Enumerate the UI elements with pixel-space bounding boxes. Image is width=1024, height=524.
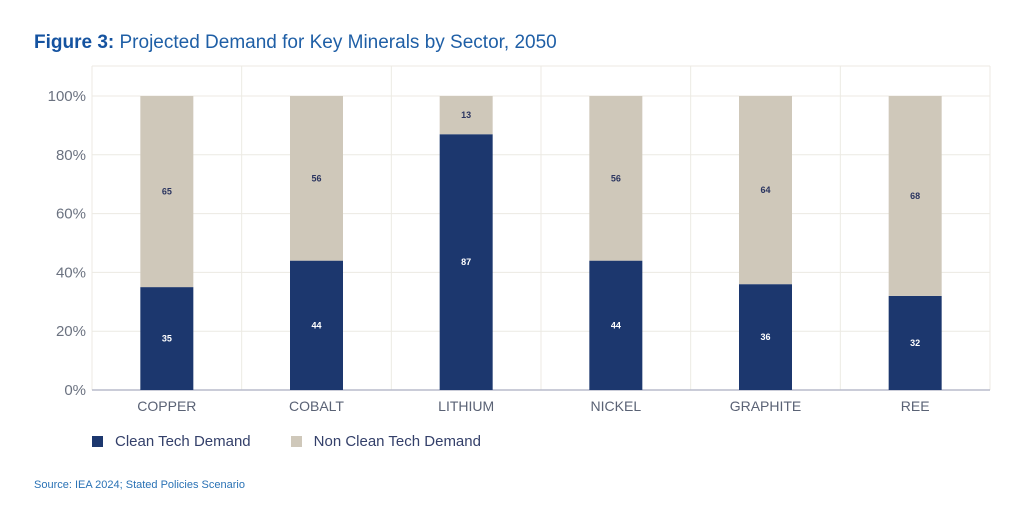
bar-segment [290, 96, 343, 261]
data-label: 13 [461, 110, 471, 120]
bar-segment [439, 134, 493, 390]
data-label: 44 [311, 320, 321, 330]
y-tick-label: 0% [64, 382, 86, 399]
legend-item-non-clean-tech: Non Clean Tech Demand [290, 433, 481, 450]
stacked-bar-chart: 0% 20% 40% 60% 80% 100% 35 65 COPPER 44 56 COBALT 87… [48, 65, 991, 414]
bar-segment [140, 287, 194, 390]
figure-number: Figure 3: [34, 32, 115, 53]
data-label: 65 [162, 187, 172, 197]
data-label: 87 [461, 257, 471, 267]
source-note: Source: IEA 2024; Stated Policies Scenar… [34, 479, 245, 491]
y-tick-label: 60% [56, 206, 86, 223]
bar-segment [888, 96, 942, 296]
x-tick-label: COPPER [137, 398, 196, 414]
data-label: 32 [910, 338, 920, 348]
bar-segment [888, 295, 942, 390]
legend: Clean Tech Demand Non Clean Tech Demand [92, 433, 481, 450]
title-text: Projected Demand for Key Minerals by Sec… [114, 32, 557, 53]
y-tick-label: 80% [56, 147, 86, 164]
data-label: 56 [611, 173, 621, 183]
bar-segment [739, 96, 792, 285]
y-tick-label: 40% [56, 264, 86, 281]
legend-label: Clean Tech Demand [115, 433, 251, 450]
legend-swatch [290, 436, 302, 447]
bar-segment [589, 260, 643, 390]
x-tick-label: NICKEL [591, 398, 642, 414]
data-label: 36 [760, 332, 770, 342]
data-label: 44 [611, 320, 621, 330]
bar-segment [290, 260, 343, 390]
x-tick-label: LITHIUM [438, 398, 494, 414]
legend-label: Non Clean Tech Demand [313, 433, 481, 450]
x-tick-label: GRAPHITE [730, 398, 802, 414]
data-label: 68 [910, 191, 920, 201]
data-label: 64 [760, 185, 770, 195]
legend-swatch [92, 436, 103, 447]
chart-title: Figure 3: Projected Demand for Key Miner… [34, 32, 557, 54]
x-tick-label: REE [901, 398, 930, 414]
bar-segment [140, 96, 194, 288]
x-tick-label: COBALT [289, 398, 344, 414]
legend-item-clean-tech: Clean Tech Demand [92, 433, 251, 450]
y-tick-label: 20% [56, 323, 86, 340]
data-label: 56 [311, 173, 321, 183]
data-label: 35 [162, 334, 172, 344]
bar-segment [439, 96, 493, 135]
y-tick-label: 100% [48, 88, 86, 105]
bar-segment [739, 284, 792, 390]
bar-segment [589, 96, 643, 261]
